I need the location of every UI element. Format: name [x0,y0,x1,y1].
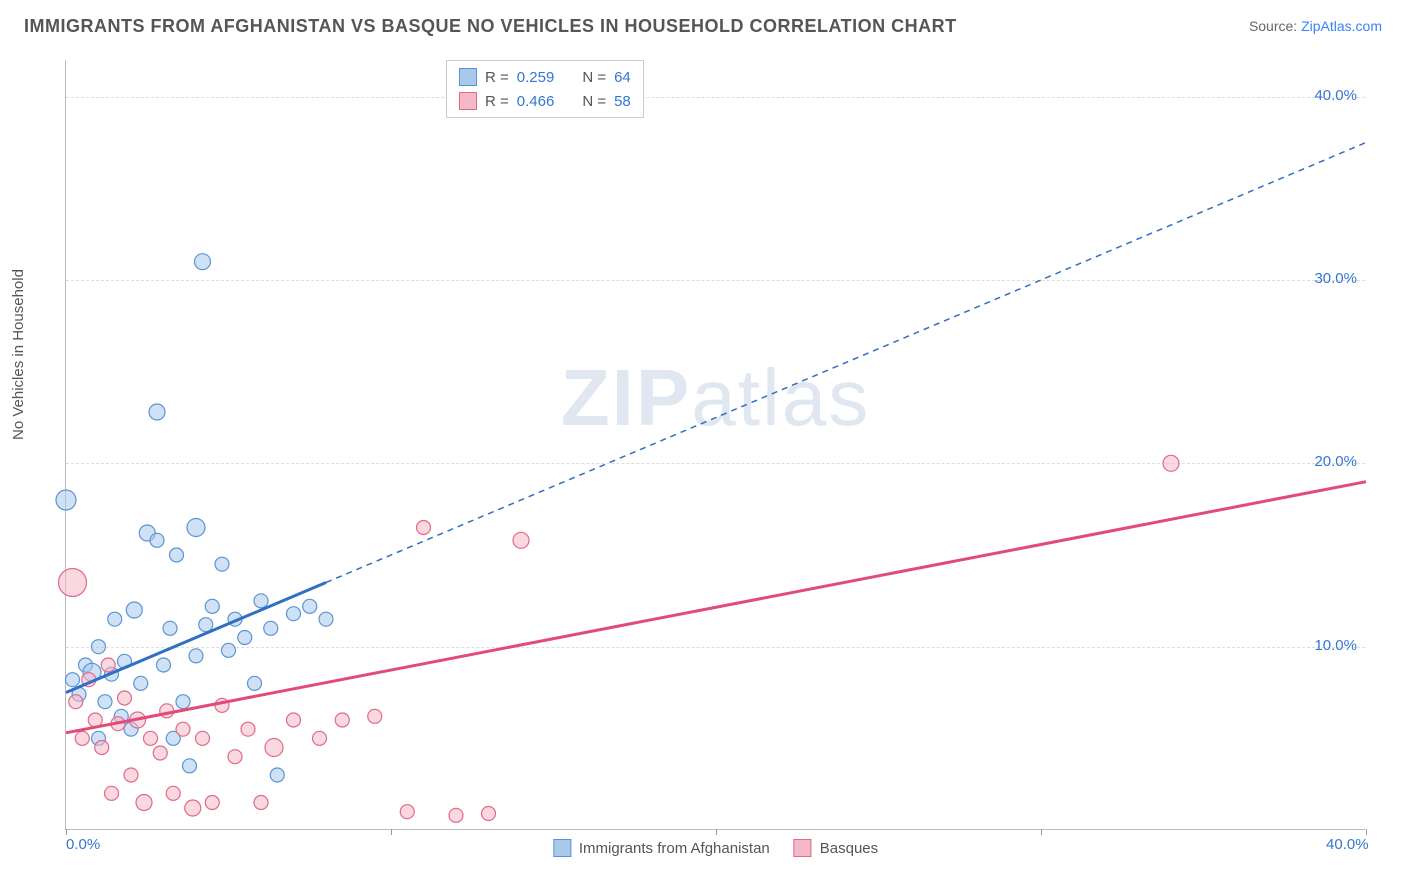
scatter-point [215,557,229,571]
scatter-point [313,731,327,745]
scatter-point [59,569,87,597]
scatter-point [153,746,167,760]
legend-stats-row-0: R = 0.259 N = 64 [459,65,631,89]
scatter-point [176,695,190,709]
scatter-point [170,548,184,562]
scatter-point [222,643,236,657]
scatter-point [287,607,301,621]
scatter-point [254,796,268,810]
scatter-point [95,741,109,755]
scatter-point [166,786,180,800]
scatter-point [101,658,115,672]
scatter-point [303,599,317,613]
scatter-point [248,676,262,690]
scatter-point [98,695,112,709]
scatter-point [183,759,197,773]
scatter-point [126,602,142,618]
legend-bottom-label-1: Basques [820,840,878,857]
scatter-point [144,731,158,745]
scatter-point [400,805,414,819]
legend-bottom-label-0: Immigrants from Afghanistan [579,840,770,857]
r-label-0: R = [485,69,509,86]
source-attribution: Source: ZipAtlas.com [1249,18,1382,34]
legend-stats: R = 0.259 N = 64 R = 0.466 N = 58 [446,60,644,118]
scatter-point [136,795,152,811]
legend-bottom-swatch-1 [794,839,812,857]
scatter-point [118,691,132,705]
scatter-point [187,519,205,537]
y-tick-label: 40.0% [1314,87,1357,104]
scatter-point [368,709,382,723]
legend-bottom-item-0: Immigrants from Afghanistan [553,839,770,857]
scatter-point [185,800,201,816]
scatter-point [335,713,349,727]
scatter-point [205,599,219,613]
scatter-point [134,676,148,690]
plot-area: ZIPatlas R = 0.259 N = 64 R = 0.466 N = … [65,60,1365,830]
scatter-point [69,695,83,709]
scatter-point [417,521,431,535]
n-value-0: 64 [614,69,631,86]
scatter-point [66,673,80,687]
legend-swatch-0 [459,68,477,86]
scatter-point [1163,455,1179,471]
scatter-point [150,533,164,547]
scatter-point [157,658,171,672]
trend-line-extrapolated [326,143,1366,583]
scatter-point [196,731,210,745]
scatter-point [264,621,278,635]
y-axis-label: No Vehicles in Household [10,269,27,440]
legend-bottom: Immigrants from Afghanistan Basques [553,839,878,857]
scatter-point [149,404,165,420]
r-label-1: R = [485,93,509,110]
scatter-point [270,768,284,782]
source-link[interactable]: ZipAtlas.com [1301,18,1382,34]
scatter-point [108,612,122,626]
scatter-point [482,807,496,821]
trend-line [66,583,326,693]
scatter-point [205,796,219,810]
scatter-point [199,618,213,632]
r-value-1: 0.466 [517,93,555,110]
scatter-point [449,808,463,822]
source-label: Source: [1249,18,1297,34]
scatter-point [513,532,529,548]
legend-swatch-1 [459,92,477,110]
y-tick-label: 10.0% [1314,637,1357,654]
legend-bottom-swatch-0 [553,839,571,857]
scatter-point [189,649,203,663]
chart-svg [66,60,1365,829]
r-value-0: 0.259 [517,69,555,86]
x-tick-label: 40.0% [1326,836,1369,853]
legend-bottom-item-1: Basques [794,839,878,857]
scatter-point [254,594,268,608]
scatter-point [238,631,252,645]
n-label-1: N = [582,93,606,110]
n-value-1: 58 [614,93,631,110]
scatter-point [319,612,333,626]
chart-title: IMMIGRANTS FROM AFGHANISTAN VS BASQUE NO… [24,16,957,37]
scatter-point [92,640,106,654]
scatter-point [287,713,301,727]
x-tick-label: 0.0% [66,836,100,853]
n-label-0: N = [582,69,606,86]
scatter-point [105,786,119,800]
scatter-point [228,750,242,764]
scatter-point [56,490,76,510]
y-tick-label: 20.0% [1314,453,1357,470]
y-tick-label: 30.0% [1314,270,1357,287]
scatter-point [176,722,190,736]
scatter-point [265,739,283,757]
legend-stats-row-1: R = 0.466 N = 58 [459,89,631,113]
scatter-point [163,621,177,635]
scatter-point [195,254,211,270]
scatter-point [124,768,138,782]
scatter-point [75,731,89,745]
scatter-point [241,722,255,736]
chart-container: IMMIGRANTS FROM AFGHANISTAN VS BASQUE NO… [0,0,1406,892]
